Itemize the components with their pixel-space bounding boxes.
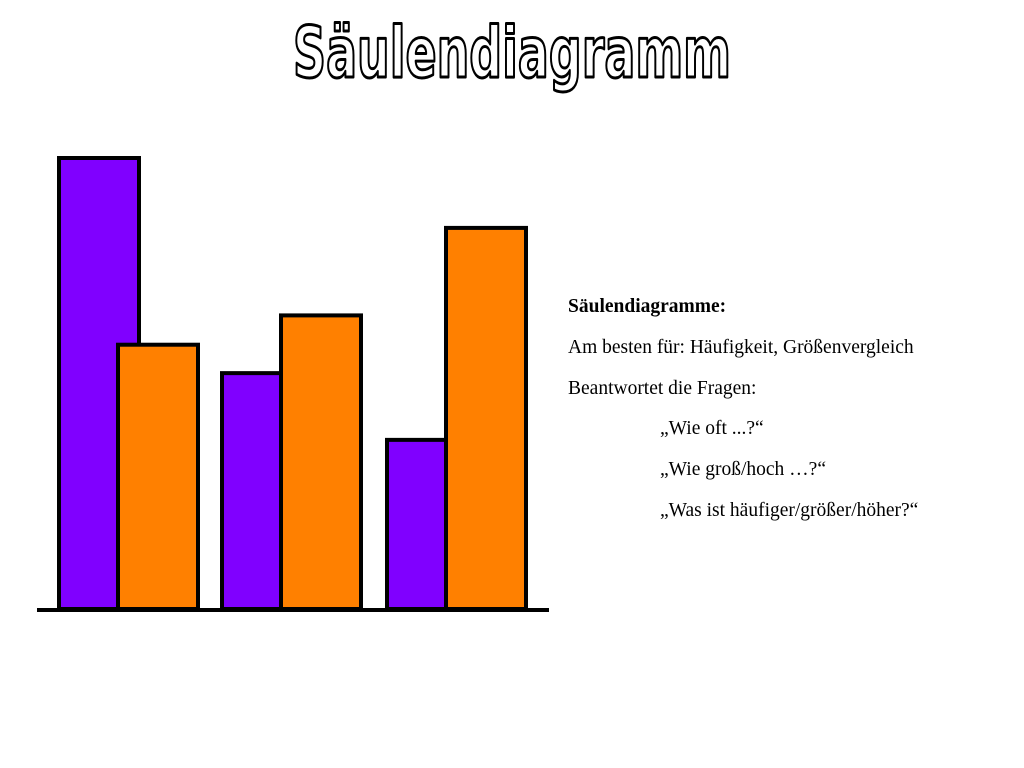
slide-title-text: Säulendiagramm bbox=[293, 12, 731, 94]
description-line-questions: Beantwortet die Fragen: bbox=[568, 377, 757, 399]
question-item: „Was ist häufiger/größer/höher?“ bbox=[660, 499, 919, 521]
bar-group-3-series-2 bbox=[444, 225, 528, 611]
description-line-use: Am besten für: Häufigkeit, Größenverglei… bbox=[568, 336, 914, 358]
bar-group-1-series-2 bbox=[116, 342, 200, 611]
question-item: „Wie oft ...?“ bbox=[660, 418, 764, 440]
slide-title: Säulendiagramm bbox=[292, 11, 733, 96]
description-heading: Säulendiagramme: bbox=[568, 296, 727, 317]
chart-bars bbox=[57, 156, 528, 612]
question-item: „Wie groß/hoch …?“ bbox=[660, 459, 826, 481]
bar-group-2-series-2 bbox=[279, 313, 363, 611]
description-text: Säulendiagramme: Am besten für: Häufigke… bbox=[568, 287, 1008, 532]
